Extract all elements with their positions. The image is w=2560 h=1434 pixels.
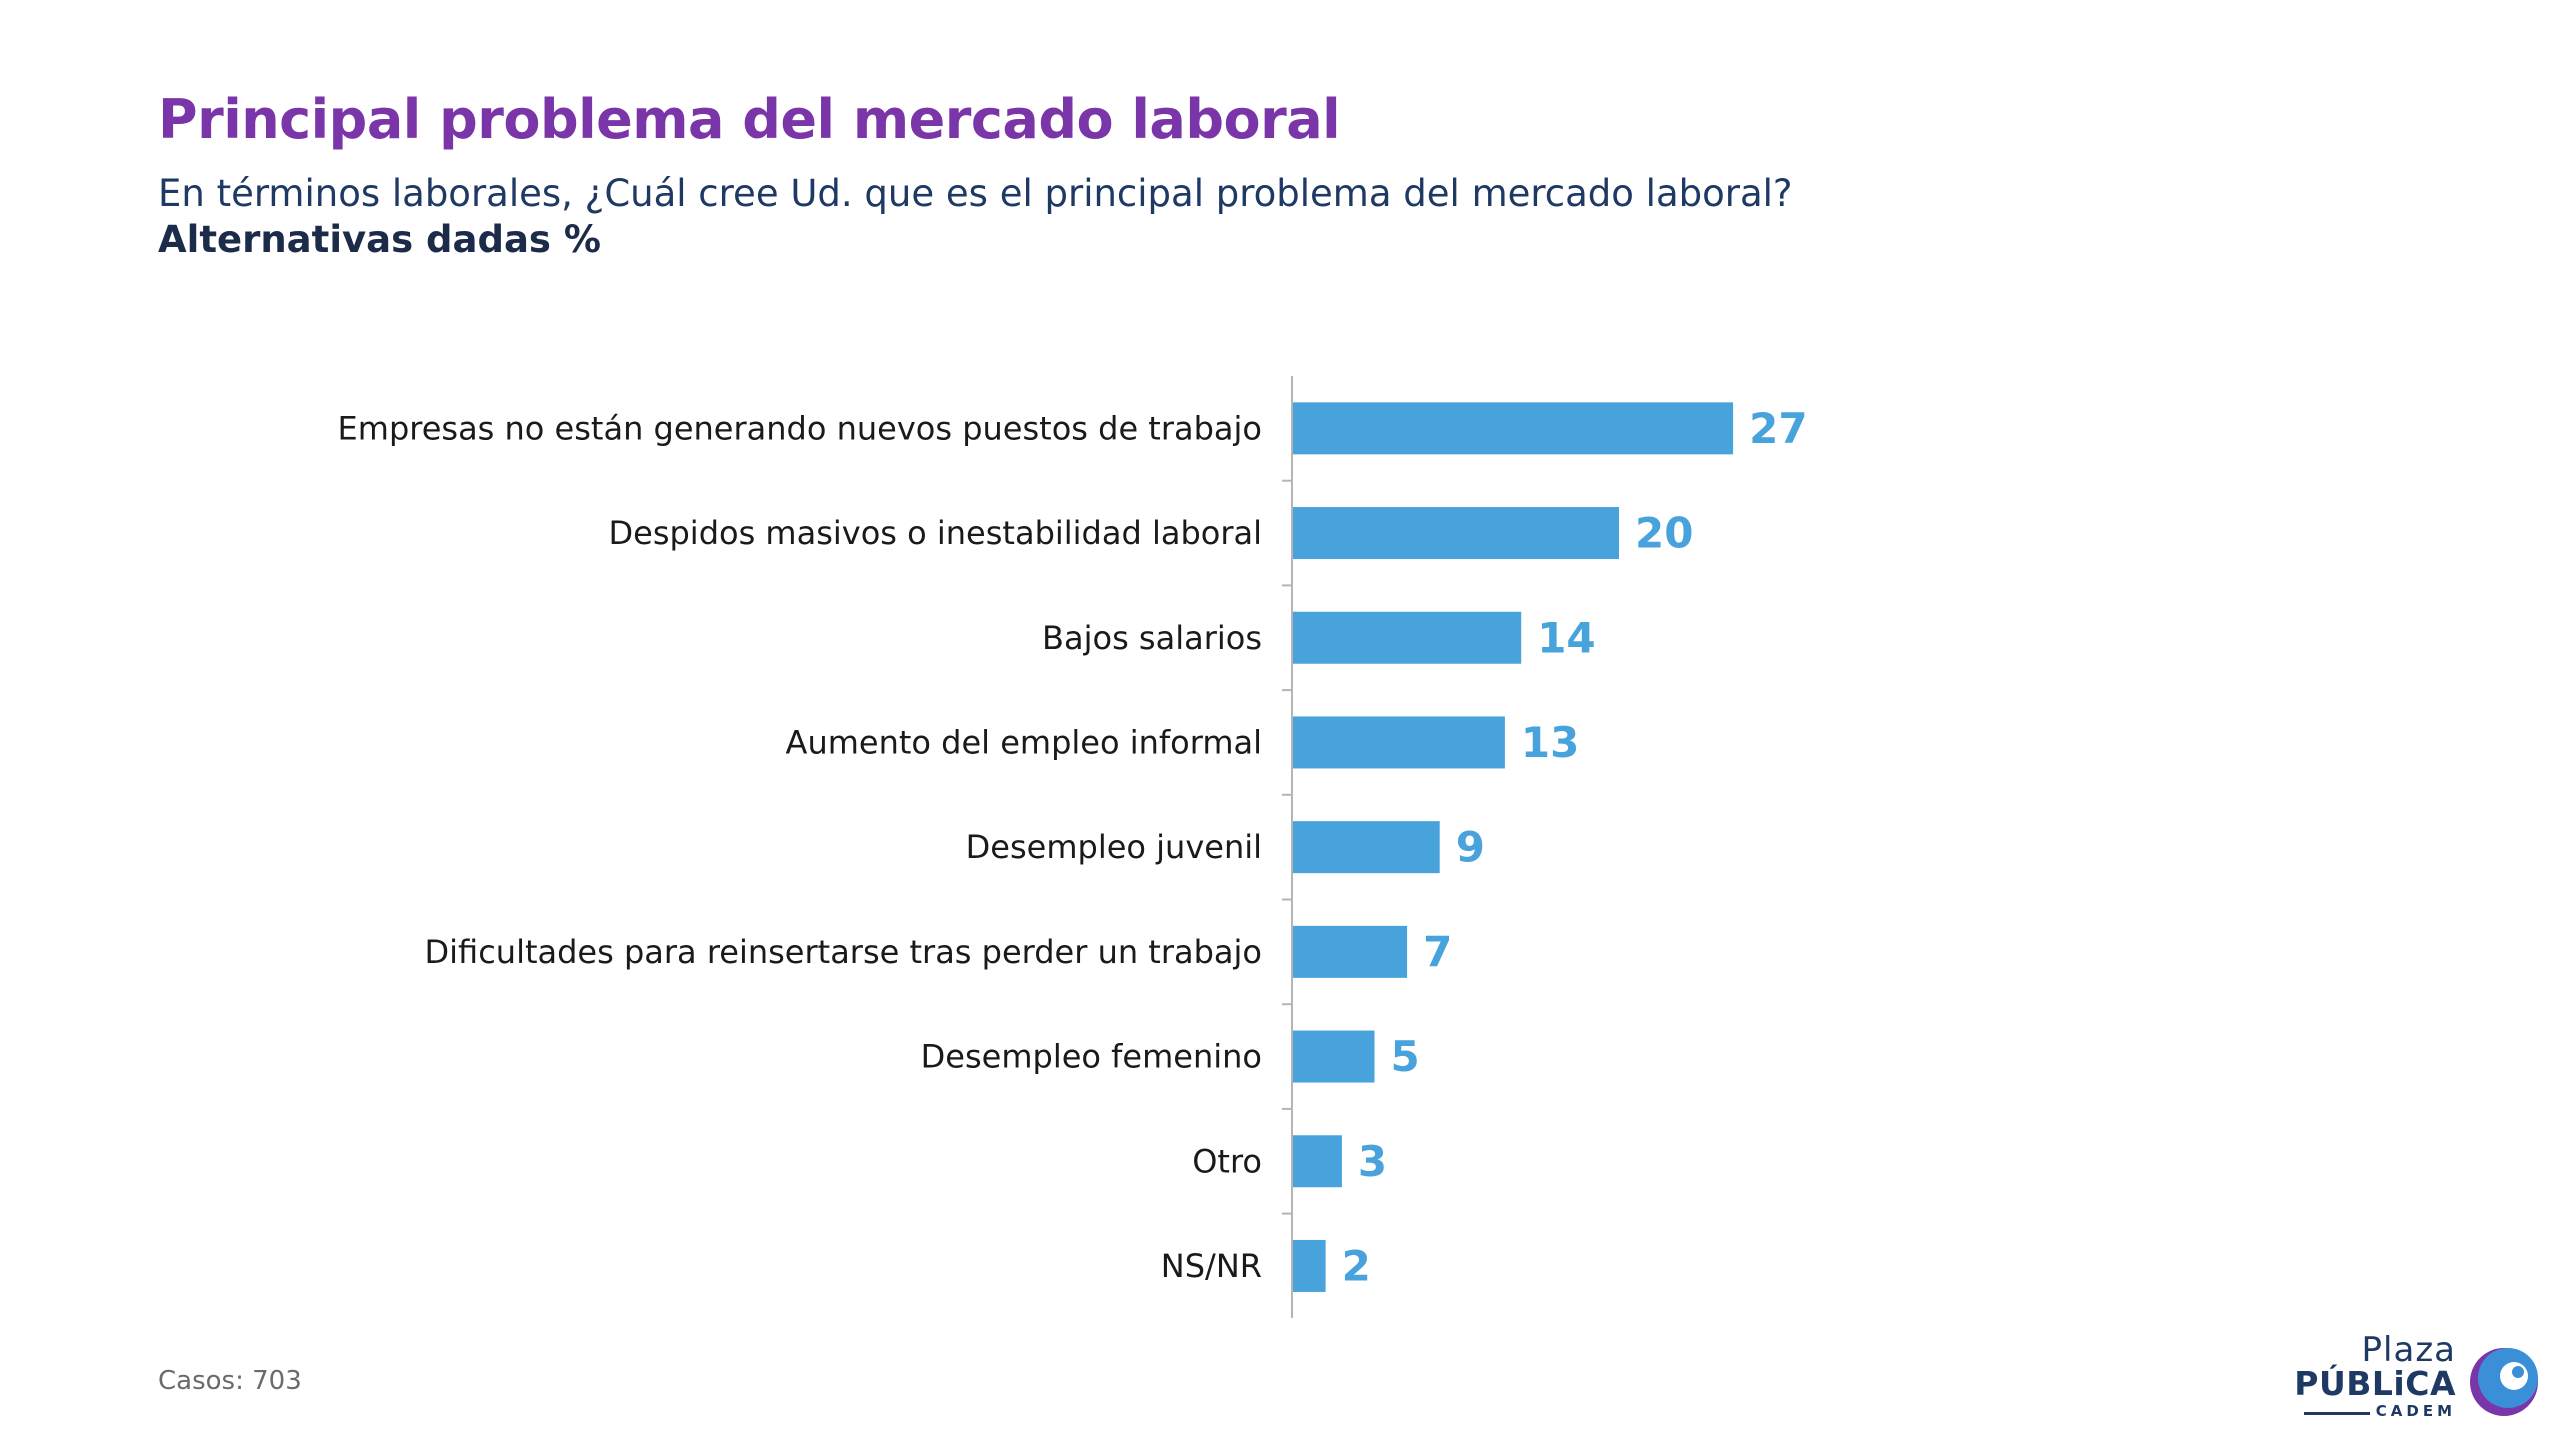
bar [1293, 716, 1505, 769]
value-label: 13 [1521, 718, 1579, 767]
category-label: NS/NR [1161, 1247, 1262, 1285]
chart-subtitle-alternatives: Alternativas dadas % [158, 218, 601, 261]
value-label: 20 [1635, 509, 1693, 558]
logo-text-publica: PÚBLiCA [2294, 1364, 2456, 1403]
chart-title: Principal problema del mercado laboral [158, 88, 1341, 151]
chart-subtitle: En términos laborales, ¿Cuál cree Ud. qu… [158, 172, 1793, 215]
bar [1293, 611, 1522, 664]
category-label: Desempleo juvenil [966, 828, 1262, 866]
category-label: Desempleo femenino [921, 1038, 1262, 1076]
value-label: 27 [1749, 404, 1807, 453]
category-label: Dificultades para reinsertarse tras perd… [425, 933, 1263, 971]
cases-footnote: Casos: 703 [158, 1366, 302, 1396]
value-label: 14 [1537, 613, 1595, 662]
category-label: Bajos salarios [1042, 619, 1262, 657]
value-label: 9 [1456, 823, 1485, 872]
value-label: 5 [1391, 1032, 1420, 1081]
category-label: Otro [1192, 1142, 1262, 1180]
bar [1293, 821, 1440, 874]
logo-mark-icon [2470, 1348, 2538, 1416]
bar [1293, 402, 1734, 455]
value-label: 3 [1358, 1137, 1387, 1186]
bar [1293, 925, 1408, 978]
logo-rule [2304, 1412, 2370, 1415]
value-label: 7 [1423, 927, 1452, 976]
bar [1293, 1135, 1342, 1188]
bar [1293, 1239, 1326, 1292]
value-label: 2 [1342, 1241, 1371, 1290]
category-label: Aumento del empleo informal [786, 723, 1262, 761]
bar [1293, 1030, 1375, 1083]
category-label: Despidos masivos o inestabilidad laboral [608, 514, 1262, 552]
plaza-publica-logo: Plaza PÚBLiCA CADEM [2294, 1328, 2550, 1428]
logo-text-plaza: Plaza [2361, 1330, 2456, 1370]
bar [1293, 507, 1619, 560]
logo-text-cadem: CADEM [2375, 1402, 2456, 1420]
category-label: Empresas no están generando nuevos puest… [338, 409, 1262, 447]
